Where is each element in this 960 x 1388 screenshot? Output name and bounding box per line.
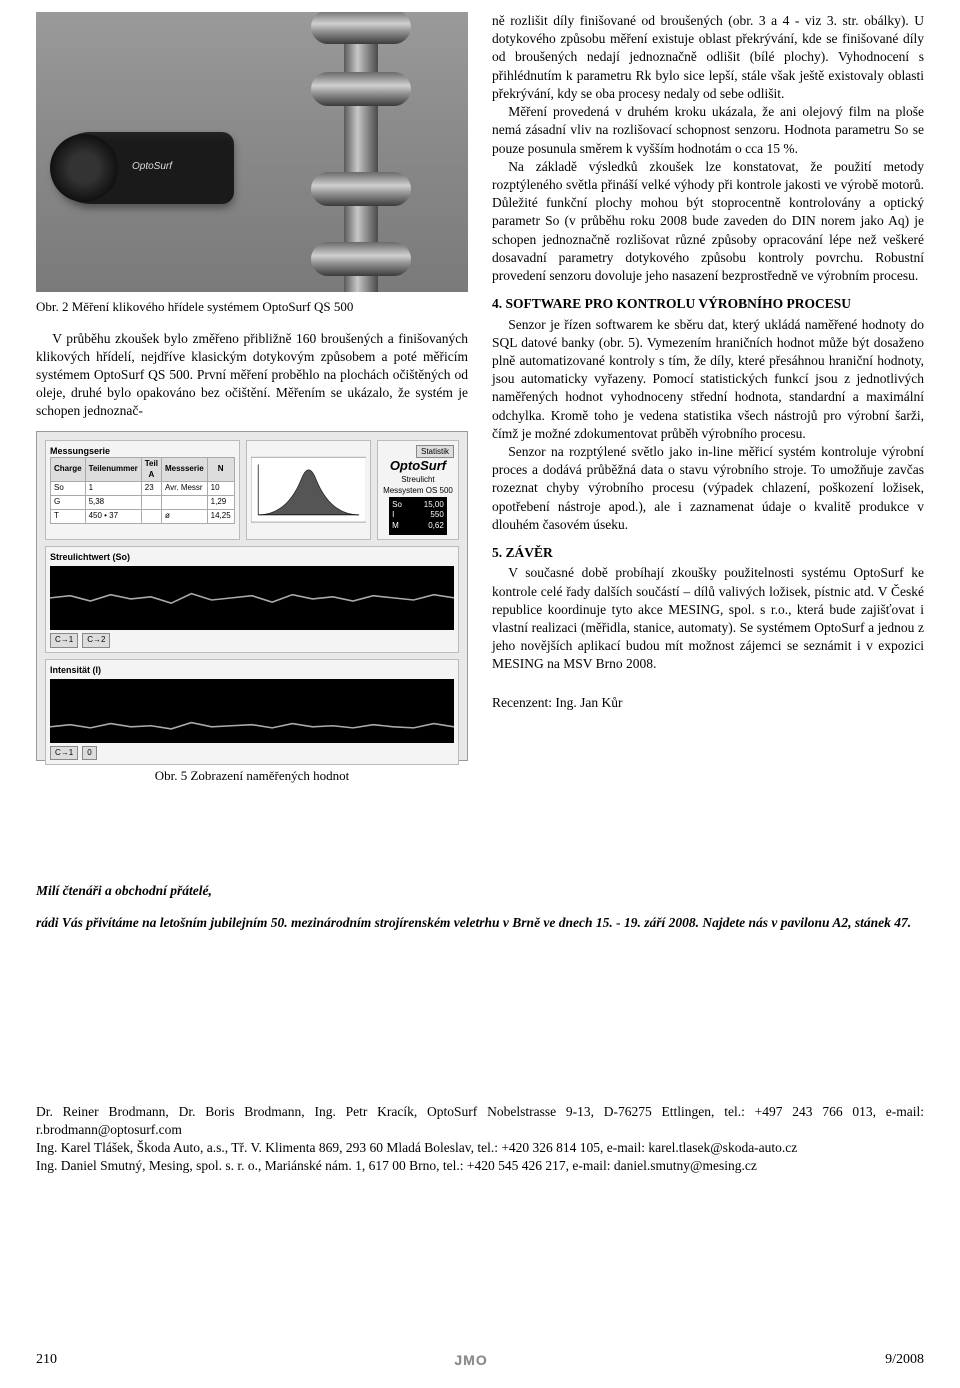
left-paragraph-1: V průběhu zkoušek bylo změřeno přibližně…	[36, 330, 468, 421]
figure-2-photo: OptoSurf	[36, 12, 468, 292]
ui-stat-button[interactable]: Statistik	[416, 445, 454, 458]
ui-logo: OptoSurf	[390, 457, 446, 475]
footer-logo: JMO	[454, 1351, 487, 1370]
ui-bell-curve-panel	[246, 440, 371, 540]
ui-strip-button[interactable]: C→1	[50, 633, 78, 648]
section-5-title: 5. ZÁVĚR	[492, 544, 924, 562]
section-4-para-b: Senzor na rozptýlené světlo jako in-line…	[492, 443, 924, 534]
ui-strip1-graph	[50, 566, 454, 630]
page-footer: 210 JMO 9/2008	[36, 1351, 924, 1370]
ui-strip-2: Intensität (I) C→1 0	[45, 659, 459, 766]
ui-strip-1: Streulichtwert (So) C→1 C→2	[45, 546, 459, 653]
greeting-line: Milí čtenáři a obchodní přátelé,	[36, 882, 924, 900]
ui-series-table: Charge Teilenummer Teil A Messserie N So…	[50, 457, 235, 524]
contact-line: Ing. Daniel Smutný, Mesing, spol. s. r. …	[36, 1157, 924, 1175]
invite-paragraph: rádi Vás přivítáme na letošním jubilejní…	[36, 914, 924, 932]
crankshaft-graphic	[344, 12, 378, 292]
ui-series-label: Messungserie	[50, 445, 235, 457]
ui-strip1-label: Streulichtwert (So)	[50, 551, 454, 563]
right-paragraph-b: Měření provedená v druhém kroku ukázala,…	[492, 103, 924, 158]
sensor-label: OptoSurf	[132, 160, 172, 174]
figure-5-ui: Messungserie Charge Teilenummer Teil A M…	[36, 431, 468, 761]
ui-strip2-graph	[50, 679, 454, 743]
ui-values: So15,00 I550 M0,62	[389, 497, 447, 535]
ui-th: Charge	[51, 457, 86, 482]
figure-2-caption: Obr. 2 Měření klikového hřídele systémem…	[36, 298, 468, 316]
section-5-para-a: V současné době probíhají zkoušky použit…	[492, 564, 924, 673]
ui-strip2-label: Intensität (I)	[50, 664, 454, 676]
contact-line: Dr. Reiner Brodmann, Dr. Boris Brodmann,…	[36, 1103, 924, 1139]
page-number: 210	[36, 1351, 57, 1370]
ui-strip-button[interactable]: C→2	[82, 633, 110, 648]
ui-sublabel: Streulicht Messystem OS 500	[382, 475, 454, 497]
figure-5-caption: Obr. 5 Zobrazení naměřených hodnot	[36, 767, 468, 785]
ui-series-panel: Messungserie Charge Teilenummer Teil A M…	[45, 440, 240, 540]
issue-number: 9/2008	[885, 1351, 924, 1370]
ui-th: Teilenummer	[85, 457, 141, 482]
section-4-title: 4. SOFTWARE PRO KONTROLU VÝROBNÍHO PROCE…	[492, 295, 924, 313]
ui-th: Messserie	[161, 457, 207, 482]
sensor-graphic: OptoSurf	[54, 132, 234, 204]
ui-strip-button[interactable]: 0	[82, 746, 96, 761]
reviewer-line: Recenzent: Ing. Jan Kůr	[492, 694, 924, 712]
ui-th: Teil A	[141, 457, 161, 482]
right-paragraph-c: Na základě výsledků zkoušek lze konstato…	[492, 158, 924, 286]
ui-right-panel: Statistik OptoSurf Streulicht Messystem …	[377, 440, 459, 540]
ui-strip-button[interactable]: C→1	[50, 746, 78, 761]
ui-th: N	[207, 457, 234, 482]
contact-line: Ing. Karel Tlášek, Škoda Auto, a.s., Tř.…	[36, 1139, 924, 1157]
right-paragraph-cont: ně rozlišit díly finišované od broušenýc…	[492, 12, 924, 103]
section-4-para-a: Senzor je řízen softwarem ke sběru dat, …	[492, 316, 924, 444]
bell-curve-graphic	[251, 449, 366, 530]
contacts-block: Dr. Reiner Brodmann, Dr. Boris Brodmann,…	[36, 1103, 924, 1176]
